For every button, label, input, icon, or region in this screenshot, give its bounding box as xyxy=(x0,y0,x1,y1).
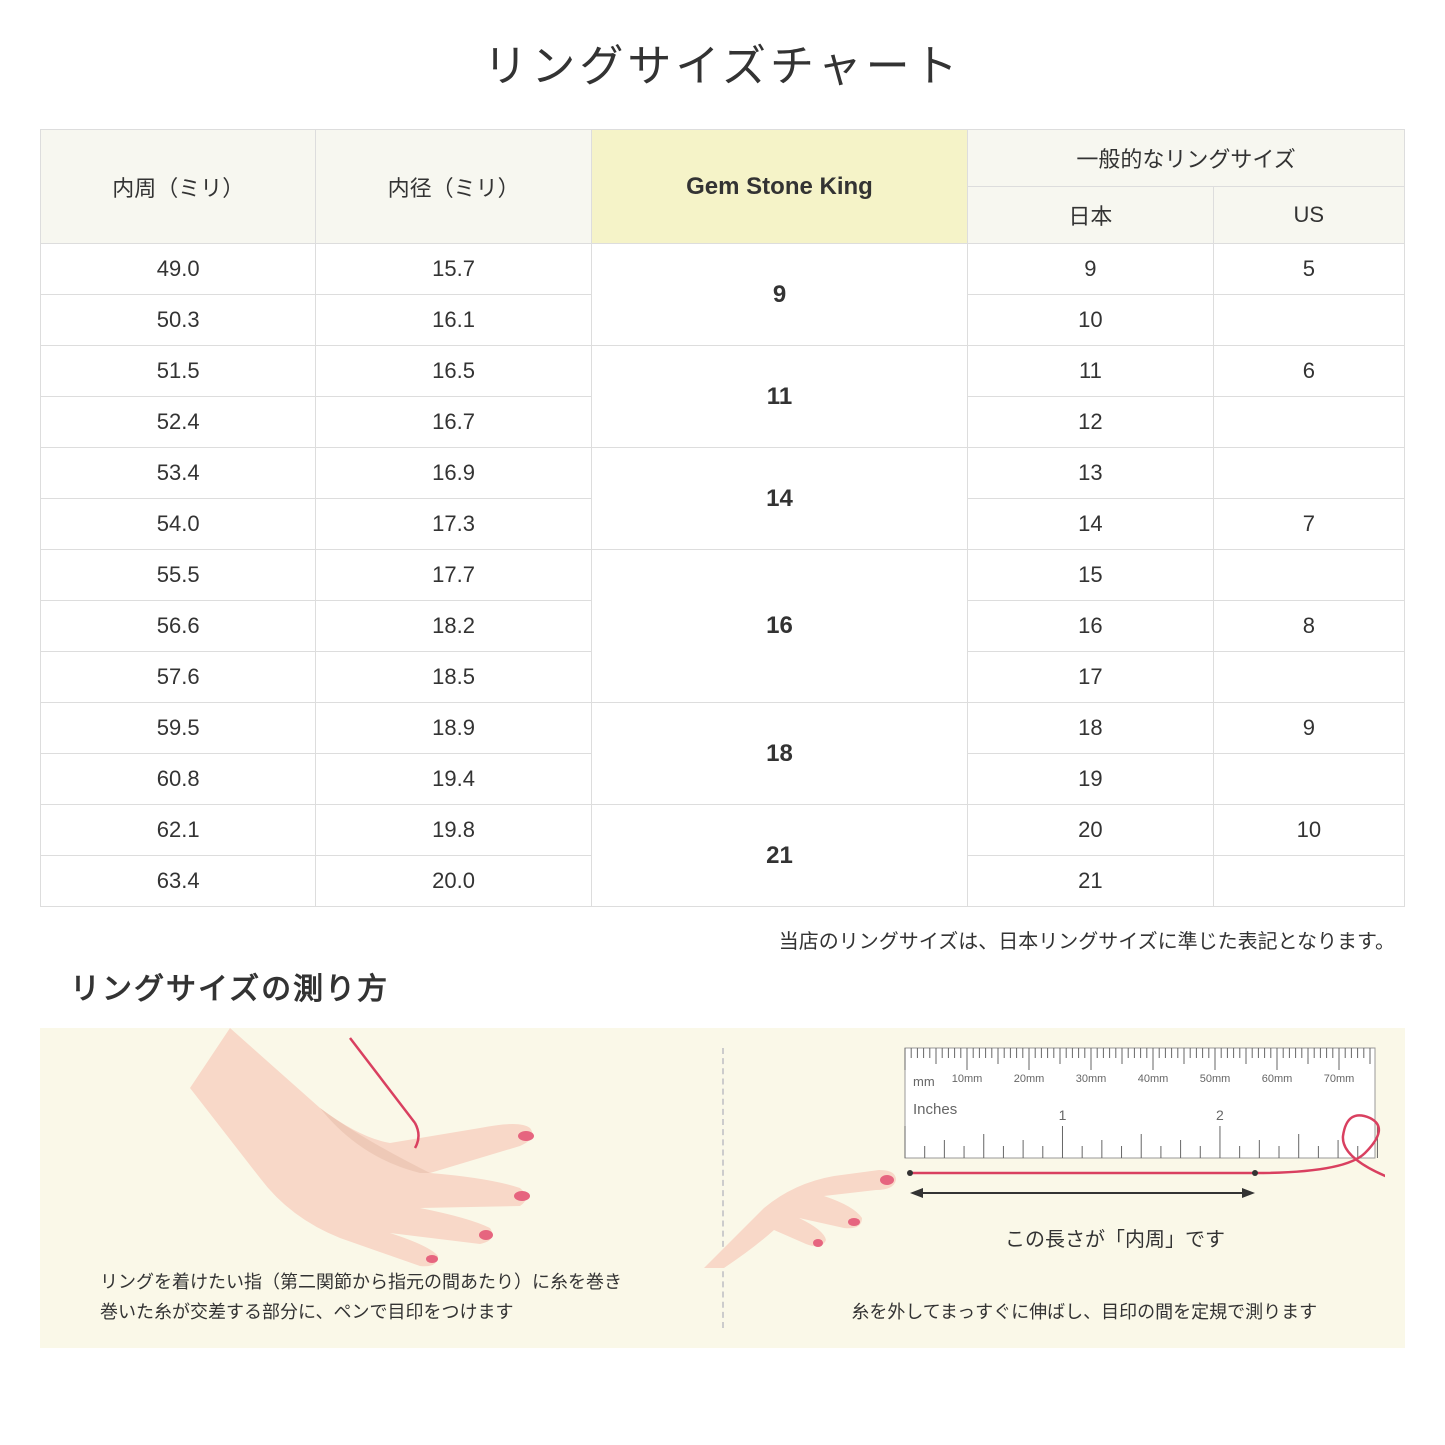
cell-jp-size: 9 xyxy=(968,244,1213,295)
page-title: リングサイズチャート xyxy=(40,30,1405,94)
cell-diameter: 18.5 xyxy=(316,652,591,703)
cell-gsk-size: 11 xyxy=(591,346,967,448)
cell-diameter: 19.4 xyxy=(316,754,591,805)
cell-circumference: 60.8 xyxy=(41,754,316,805)
cell-gsk-size: 18 xyxy=(591,703,967,805)
ruler-mm-tick-label: 70mm xyxy=(1324,1073,1355,1085)
cell-us-size xyxy=(1213,448,1404,499)
cell-jp-size: 11 xyxy=(968,346,1213,397)
ruler-illustration: 10mm 20mm 30mm 40mm 50mm 60mm 70mm mm Inches 1… xyxy=(825,1038,1385,1198)
ruler-inch-tick-label: 1 xyxy=(1059,1107,1067,1123)
cell-us-size xyxy=(1213,550,1404,601)
ruler-mm-tick-label: 20mm xyxy=(1014,1073,1045,1085)
cell-us-size: 7 xyxy=(1213,499,1404,550)
cell-gsk-size: 16 xyxy=(591,550,967,703)
cell-us-size xyxy=(1213,754,1404,805)
cell-diameter: 18.2 xyxy=(316,601,591,652)
header-general: 一般的なリングサイズ xyxy=(968,130,1405,187)
ruler-mm-label: mm xyxy=(913,1074,935,1089)
cell-jp-size: 14 xyxy=(968,499,1213,550)
cell-us-size xyxy=(1213,397,1404,448)
cell-diameter: 18.9 xyxy=(316,703,591,754)
cell-diameter: 17.3 xyxy=(316,499,591,550)
table-row: 62.119.8212010 xyxy=(41,805,1405,856)
cell-circumference: 53.4 xyxy=(41,448,316,499)
cell-us-size xyxy=(1213,856,1404,907)
cell-us-size: 9 xyxy=(1213,703,1404,754)
ruler-inches-label: Inches xyxy=(913,1101,957,1118)
hand-with-thread-illustration xyxy=(180,1028,600,1268)
table-row: 59.518.918189 xyxy=(41,703,1405,754)
cell-jp-size: 12 xyxy=(968,397,1213,448)
cell-circumference: 50.3 xyxy=(41,295,316,346)
cell-diameter: 16.1 xyxy=(316,295,591,346)
cell-diameter: 20.0 xyxy=(316,856,591,907)
header-us: US xyxy=(1213,187,1404,244)
ruler-mm-tick-label: 60mm xyxy=(1262,1073,1293,1085)
ruler-mm-tick-label: 40mm xyxy=(1138,1073,1169,1085)
cell-diameter: 15.7 xyxy=(316,244,591,295)
instructions-panel: リングを着けたい指（第二関節から指元の間あたり）に糸を巻き 巻いた糸が交差する部… xyxy=(40,1028,1405,1348)
cell-circumference: 56.6 xyxy=(41,601,316,652)
cell-jp-size: 19 xyxy=(968,754,1213,805)
ruler-caption: この長さが「内周」です xyxy=(1005,1223,1225,1252)
cell-us-size: 6 xyxy=(1213,346,1404,397)
header-diameter: 内径（ミリ） xyxy=(316,130,591,244)
cell-jp-size: 17 xyxy=(968,652,1213,703)
table-row: 51.516.511116 xyxy=(41,346,1405,397)
table-note: 当店のリングサイズは、日本リングサイズに準じた表記となります。 xyxy=(40,925,1395,954)
cell-diameter: 17.7 xyxy=(316,550,591,601)
cell-circumference: 62.1 xyxy=(41,805,316,856)
cell-circumference: 55.5 xyxy=(41,550,316,601)
instruction-right-text: 糸を外してまっすぐに伸ばし、目印の間を定規で測ります xyxy=(804,1297,1366,1328)
cell-jp-size: 18 xyxy=(968,703,1213,754)
header-circumference: 内周（ミリ） xyxy=(41,130,316,244)
cell-circumference: 52.4 xyxy=(41,397,316,448)
cell-jp-size: 10 xyxy=(968,295,1213,346)
cell-jp-size: 21 xyxy=(968,856,1213,907)
cell-diameter: 16.9 xyxy=(316,448,591,499)
howto-title: リングサイズの測り方 xyxy=(70,964,1405,1008)
ruler-inch-tick-label: 2 xyxy=(1216,1107,1224,1123)
cell-circumference: 49.0 xyxy=(41,244,316,295)
table-row: 49.015.7995 xyxy=(41,244,1405,295)
cell-jp-size: 15 xyxy=(968,550,1213,601)
cell-circumference: 54.0 xyxy=(41,499,316,550)
instruction-step-2: 10mm 20mm 30mm 40mm 50mm 60mm 70mm mm Inches 1… xyxy=(724,1028,1406,1348)
header-gsk: Gem Stone King xyxy=(591,130,967,244)
cell-us-size xyxy=(1213,652,1404,703)
cell-gsk-size: 14 xyxy=(591,448,967,550)
cell-jp-size: 16 xyxy=(968,601,1213,652)
table-row: 53.416.91413 xyxy=(41,448,1405,499)
pointing-hand-illustration xyxy=(704,1118,904,1268)
size-chart-table: 内周（ミリ） 内径（ミリ） Gem Stone King 一般的なリングサイズ … xyxy=(40,129,1405,907)
cell-circumference: 59.5 xyxy=(41,703,316,754)
ruler-mm-tick-label: 10mm xyxy=(952,1073,983,1085)
cell-us-size: 8 xyxy=(1213,601,1404,652)
cell-us-size: 5 xyxy=(1213,244,1404,295)
cell-circumference: 51.5 xyxy=(41,346,316,397)
cell-gsk-size: 9 xyxy=(591,244,967,346)
header-jp: 日本 xyxy=(968,187,1213,244)
cell-jp-size: 20 xyxy=(968,805,1213,856)
cell-circumference: 63.4 xyxy=(41,856,316,907)
cell-us-size xyxy=(1213,295,1404,346)
cell-circumference: 57.6 xyxy=(41,652,316,703)
cell-diameter: 16.5 xyxy=(316,346,591,397)
cell-gsk-size: 21 xyxy=(591,805,967,907)
cell-us-size: 10 xyxy=(1213,805,1404,856)
ruler-mm-tick-label: 30mm xyxy=(1076,1073,1107,1085)
instruction-step-1: リングを着けたい指（第二関節から指元の間あたり）に糸を巻き 巻いた糸が交差する部… xyxy=(40,1028,722,1348)
table-row: 55.517.71615 xyxy=(41,550,1405,601)
cell-diameter: 16.7 xyxy=(316,397,591,448)
cell-jp-size: 13 xyxy=(968,448,1213,499)
instruction-left-text: リングを着けたい指（第二関節から指元の間あたり）に糸を巻き 巻いた糸が交差する部… xyxy=(100,1267,682,1328)
cell-diameter: 19.8 xyxy=(316,805,591,856)
ruler-mm-tick-label: 50mm xyxy=(1200,1073,1231,1085)
